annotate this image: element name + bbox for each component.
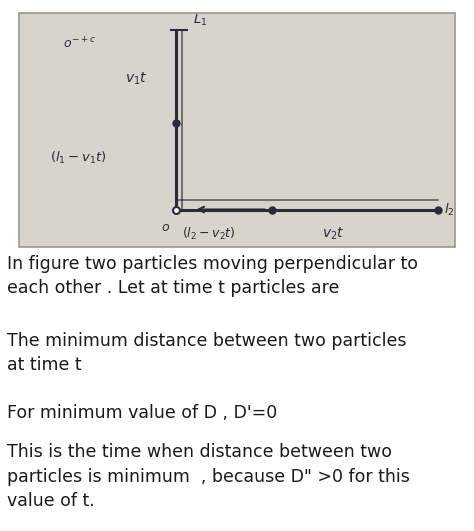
Text: $v_2t$: $v_2t$	[321, 226, 344, 242]
Text: For minimum value of D , D'=0: For minimum value of D , D'=0	[7, 404, 277, 422]
Text: $(l_1 - v_1 t)$: $(l_1 - v_1 t)$	[49, 150, 106, 166]
Text: $l_2$: $l_2$	[444, 201, 455, 218]
Text: $o^{-+c}$: $o^{-+c}$	[63, 36, 96, 52]
Text: $(l_2-v_2t)$: $(l_2-v_2t)$	[182, 226, 236, 242]
FancyBboxPatch shape	[19, 13, 455, 247]
Text: o: o	[162, 220, 169, 234]
Text: This is the time when distance between two
particles is minimum  , because D" >0: This is the time when distance between t…	[7, 443, 410, 510]
Text: The minimum distance between two particles
at time t: The minimum distance between two particl…	[7, 332, 407, 374]
Text: $v_1t$: $v_1t$	[125, 71, 148, 87]
Text: In figure two particles moving perpendicular to
each other . Let at time t parti: In figure two particles moving perpendic…	[7, 255, 418, 297]
Text: $L_1$: $L_1$	[193, 13, 208, 28]
